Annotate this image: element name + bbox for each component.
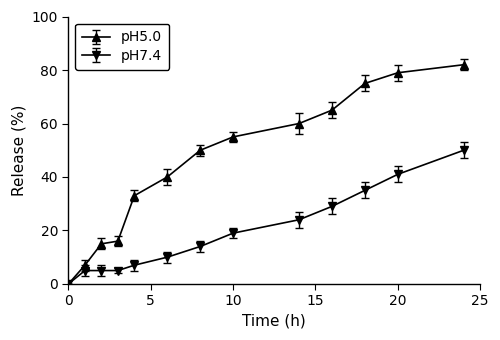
X-axis label: Time (h): Time (h)	[242, 314, 306, 329]
Legend: pH5.0, pH7.4: pH5.0, pH7.4	[76, 23, 170, 70]
Y-axis label: Release (%): Release (%)	[11, 105, 26, 196]
